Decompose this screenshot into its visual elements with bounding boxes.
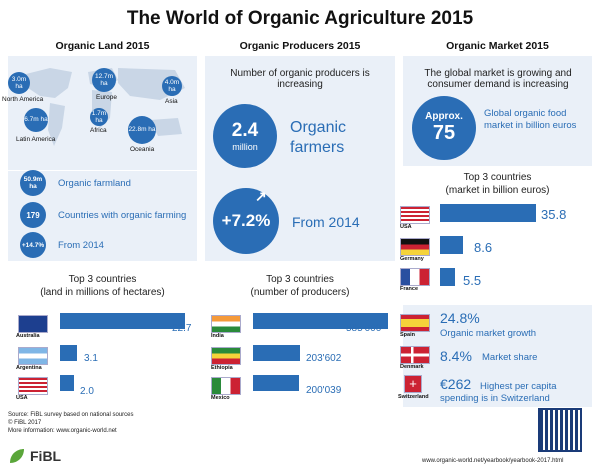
switzerland-flag-icon: +: [404, 375, 422, 393]
mexico-label: Mexico: [211, 395, 230, 401]
market-value-france: 5.5: [463, 273, 482, 288]
countries-badge: 179: [20, 202, 46, 228]
land-bar-argentina: [60, 345, 77, 361]
map-asia-badge: 4.0m ha: [162, 76, 182, 96]
farmers-circle: 2.4 million: [213, 104, 277, 168]
producers-intro: Number of organic producers is increasin…: [230, 68, 370, 90]
map-oceania-badge: 22.8m ha: [128, 116, 156, 144]
map-europe-label: Europe: [96, 94, 117, 101]
market-approx-label: Approx.: [425, 111, 463, 122]
land-value-usa: 2.0: [80, 386, 94, 397]
market-facts-panel-bg: [403, 305, 592, 407]
australia-flag-icon: [18, 315, 48, 333]
producers-top-title: Top 3 countries: [266, 274, 334, 285]
farmers-value: 2.4: [231, 120, 259, 141]
denmark-label: Denmark: [400, 364, 424, 370]
map-europe-badge: 12.7m ha: [92, 68, 116, 92]
qr-code[interactable]: [538, 408, 582, 452]
market-approx-value: 75: [432, 122, 456, 144]
footer-url[interactable]: www.organic-world.net/yearbook/yearbook-…: [422, 458, 564, 464]
farmers-label: Organic farmers: [290, 119, 347, 156]
market-intro: The global market is growing and consume…: [424, 68, 572, 90]
mexico-flag-icon: [211, 377, 241, 395]
farmland-text: Organic farmland: [58, 178, 131, 189]
farmland-badge: 50.9m ha: [20, 170, 46, 196]
land-bar-usa: [60, 375, 74, 391]
land-heading: Organic Land 2015: [55, 40, 150, 52]
footer-copyright: © FiBL 2017: [8, 420, 42, 426]
market-value-germany: 8.6: [474, 240, 493, 255]
denmark-text: Market share: [482, 352, 538, 363]
map-asia-label: Asia: [165, 98, 178, 105]
denmark-value: 8.4%: [440, 348, 472, 364]
producers-value-ethiopia: 203'602: [306, 353, 342, 364]
market-approx-circle: Approx. 75: [412, 96, 476, 160]
producers-bar-india: [253, 313, 388, 329]
spain-label: Spain: [400, 332, 415, 338]
market-bar-france: [440, 268, 455, 286]
ethiopia-flag-icon: [211, 347, 241, 365]
spain-value: 24.8%: [440, 310, 480, 326]
map-africa-badge: 1.7m ha: [90, 108, 108, 126]
map-north-america-badge: 3.0m ha: [8, 72, 30, 94]
page-title: The World of Organic Agriculture 2015: [126, 8, 474, 29]
producers-value-india: 585'000: [346, 323, 382, 334]
producers-heading: Organic Producers 2015: [239, 40, 361, 52]
producers-top-subtitle: (number of producers): [250, 287, 350, 298]
spain-flag-icon: [400, 314, 430, 332]
producers-value-mexico: 200'039: [306, 385, 342, 396]
fibl-logo: FiBL: [8, 447, 61, 465]
countries-text: Countries with organic farming: [58, 210, 187, 221]
argentina-flag-icon: [18, 347, 48, 365]
map-latin-america-label: Latin America: [16, 136, 56, 143]
market-top-subtitle: (market in billion euros): [445, 185, 550, 196]
usa-flag-icon: [18, 377, 48, 395]
argentina-label: Argentina: [16, 365, 42, 371]
market-usa-label: USA: [400, 224, 412, 230]
map-africa-label: Africa: [90, 127, 107, 134]
land-bar-australia: [60, 313, 185, 329]
market-bar-usa: [440, 204, 536, 222]
growth-arrow-icon: ↗: [255, 188, 267, 204]
ethiopia-label: Ethiopia: [211, 365, 233, 371]
map-latin-america-badge: 6.7m ha: [24, 108, 48, 132]
land-value-australia: 22.7: [172, 323, 192, 334]
denmark-flag-icon: [400, 346, 430, 364]
land-growth-text: From 2014: [58, 240, 104, 251]
land-growth-badge: +14.7%: [20, 232, 46, 258]
world-map: 3.0m ha North America 12.7m ha Europe 4.…: [2, 58, 195, 163]
market-top-title: Top 3 countries: [463, 172, 532, 183]
australia-label: Australia: [16, 333, 40, 339]
land-value-argentina: 3.1: [84, 353, 98, 364]
land-top-subtitle: (land in millions of hectares): [40, 287, 165, 298]
switzerland-text: Highest per capita spending is in Switze…: [440, 381, 557, 404]
map-oceania-label: Oceania: [130, 146, 155, 153]
india-flag-icon: [211, 315, 241, 333]
market-approx-text: Global organic food market in billion eu…: [484, 108, 577, 131]
producers-growth-circle: +7.2%: [213, 188, 279, 254]
producers-bar-ethiopia: [253, 345, 300, 361]
producers-growth-text: From 2014: [292, 214, 360, 230]
spain-text: Organic market growth: [440, 328, 537, 339]
india-label: India: [211, 333, 224, 339]
usa-label: USA: [16, 395, 28, 401]
producers-bar-mexico: [253, 375, 299, 391]
germany-label: Germany: [400, 256, 424, 262]
map-north-america-label: North America: [2, 96, 44, 103]
land-top-title: Top 3 countries: [68, 274, 137, 285]
switzerland-value: €262: [440, 376, 472, 392]
france-label: France: [400, 286, 419, 292]
footer-more-info: More information: www.organic-world.net: [8, 428, 117, 434]
germany-flag-icon: [400, 238, 430, 256]
market-value-usa: 35.8: [541, 207, 567, 222]
market-heading: Organic Market 2015: [446, 40, 549, 52]
france-flag-icon: [400, 268, 430, 286]
market-usa-flag-icon: [400, 206, 430, 224]
market-bar-germany: [440, 236, 463, 254]
fibl-leaf-icon: [10, 449, 24, 463]
switzerland-label: Switzerland: [398, 394, 429, 400]
footer-source: Source: FiBL survey based on national so…: [8, 412, 134, 418]
farmers-unit: million: [232, 142, 258, 152]
